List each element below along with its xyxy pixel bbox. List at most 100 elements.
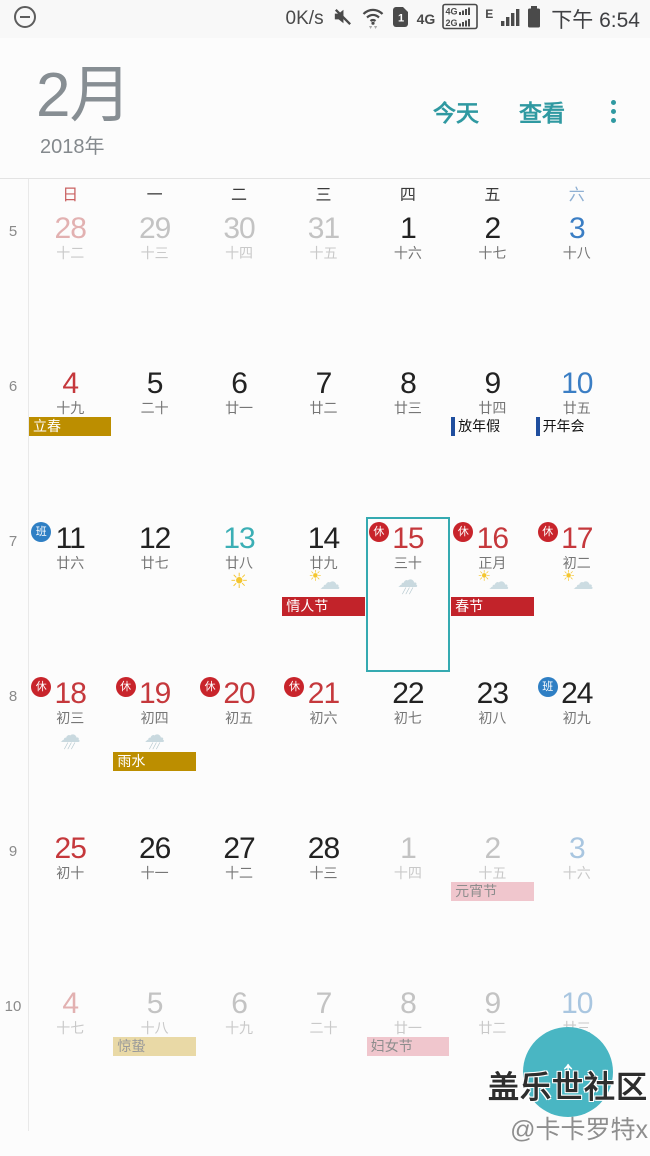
day-cell[interactable]: 休 21 初六	[281, 672, 365, 827]
date-number: 28	[307, 832, 340, 865]
date-number: 9	[484, 987, 502, 1020]
day-cell[interactable]: 25 初十	[28, 827, 112, 982]
lunar-label: 初九	[562, 710, 591, 726]
day-cell[interactable]: 8 廿三	[366, 362, 450, 517]
day-cell[interactable]: 10 廿五 开年会	[535, 362, 619, 517]
date-number: 26	[138, 832, 171, 865]
date-number: 5	[146, 367, 164, 400]
day-cell[interactable]: 3 十八	[535, 207, 619, 362]
view-button[interactable]: 查看	[519, 100, 565, 126]
day-cell[interactable]: 3 十六	[535, 827, 619, 982]
partly-cloudy-icon	[558, 571, 596, 597]
date-number: 30	[223, 212, 255, 245]
day-cell[interactable]: 9 廿二	[450, 982, 534, 1137]
event-bar[interactable]: 开年会	[535, 417, 618, 436]
rest-day-badge: 休	[31, 677, 52, 697]
lunar-label: 初七	[393, 710, 422, 726]
day-cell[interactable]: 5 十八 惊蛰	[112, 982, 196, 1137]
lunar-label: 十七	[56, 1020, 85, 1036]
day-cell[interactable]: 27 十二	[197, 827, 281, 982]
today-button[interactable]: 今天	[433, 100, 479, 126]
day-cell[interactable]: 4 十九 立春	[28, 362, 112, 517]
lunar-label: 十一	[140, 865, 169, 881]
day-cell[interactable]: 13 廿八	[197, 517, 281, 672]
more-options-icon[interactable]	[605, 98, 622, 125]
day-cell[interactable]: 班 11 廿六	[28, 517, 112, 672]
date-number: 16	[476, 522, 509, 555]
week-number: 5	[8, 223, 18, 240]
event-bar[interactable]: 雨水	[113, 752, 196, 771]
day-cell[interactable]: 7 二十	[281, 982, 365, 1137]
day-cell[interactable]: 9 廿四 放年假	[450, 362, 534, 517]
day-cell[interactable]: 8 廿一 妇女节	[366, 982, 450, 1137]
partly-cloudy-icon	[473, 571, 511, 597]
day-cell[interactable]: 26 十一	[112, 827, 196, 982]
date-number: 20	[223, 677, 255, 710]
rest-day-badge: 休	[453, 522, 474, 542]
day-cell[interactable]: 6 廿一	[197, 362, 281, 517]
day-cell[interactable]: 休 19 初四 雨水	[112, 672, 196, 827]
day-cell[interactable]: 2 十七	[450, 207, 534, 362]
event-bar[interactable]: 春节	[451, 597, 534, 616]
event-bar[interactable]: 放年假	[451, 417, 533, 436]
day-cell[interactable]: 31 十五	[281, 207, 365, 362]
day-cell[interactable]: 4 十七	[28, 982, 112, 1137]
event-bar[interactable]: 情人节	[282, 597, 365, 616]
event-bar[interactable]: 惊蛰	[113, 1037, 196, 1056]
day-cell[interactable]: 班 24 初九	[535, 672, 619, 827]
date-number: 1	[400, 212, 417, 245]
week-row: 28 十二 29 十三 30 十四 31 十五 1 十六 2 十七 3 十八	[28, 207, 619, 362]
day-cell[interactable]: 23 初八	[450, 672, 534, 827]
day-cell[interactable]: 22 初七	[366, 672, 450, 827]
week-row: 班11廿六12廿七13廿八14廿九情人节休15三十休16正月春节休17初二	[28, 517, 619, 672]
dow-wednesday: 三	[315, 187, 332, 204]
date-number: 4	[62, 987, 79, 1020]
calendar-header: 2月 2018年 今天 查看	[0, 38, 650, 178]
day-cell[interactable]: 1 十四	[366, 827, 450, 982]
date-number: 12	[138, 522, 171, 555]
day-cell[interactable]: 5 二十	[112, 362, 196, 517]
date-number: 6	[231, 987, 248, 1020]
date-number: 8	[400, 367, 417, 400]
lunar-label: 廿一	[393, 1020, 422, 1036]
date-number: 5	[146, 987, 164, 1020]
day-cell[interactable]: 30 十四	[197, 207, 281, 362]
date-number: 6	[231, 367, 248, 400]
lunar-label: 十三	[309, 865, 338, 881]
day-cell[interactable]: 6 十九	[197, 982, 281, 1137]
lunar-label: 十二	[56, 245, 85, 261]
network-type-label: 4G	[416, 11, 436, 27]
event-bar[interactable]: 妇女节	[366, 1037, 450, 1056]
day-cell[interactable]: 休 16 正月 春节	[450, 517, 534, 672]
date-number: 4	[62, 367, 79, 400]
day-cell[interactable]: 1 十六	[366, 207, 450, 362]
wifi-icon	[361, 4, 385, 35]
day-cell[interactable]: 12 廿七	[112, 517, 196, 672]
day-cell[interactable]: 28 十三	[281, 827, 365, 982]
week-number: 8	[8, 688, 18, 705]
event-bar[interactable]: 立春	[29, 417, 112, 436]
day-cell[interactable]: 2 十五 元宵节	[450, 827, 534, 982]
battery-icon	[527, 5, 541, 34]
day-cell[interactable]: 休 20 初五	[197, 672, 281, 827]
day-cell-selected[interactable]: 休 15 三十	[365, 517, 451, 672]
rest-day-badge: 休	[368, 522, 389, 542]
day-cell[interactable]: 7 廿二	[281, 362, 365, 517]
day-cell[interactable]: 14 廿九 情人节	[281, 517, 365, 672]
day-cell[interactable]: 休 17 初二	[535, 517, 619, 672]
lunar-label: 十四	[225, 245, 254, 261]
event-bar[interactable]: 元宵节	[451, 882, 534, 901]
day-cell[interactable]: 28 十二	[28, 207, 112, 362]
lunar-label: 初三	[56, 710, 85, 726]
lunar-label: 二十	[140, 400, 169, 416]
rainy-icon	[389, 571, 427, 597]
lunar-label: 十三	[140, 245, 169, 261]
scroll-up-fab-button[interactable]: ↑	[523, 1027, 613, 1117]
week-row: 休 18 初三休 19 初四 雨水休 20 初五休 21 初六 22 初七 23 初八班 24 初九	[28, 672, 619, 827]
day-cell[interactable]: 29 十三	[112, 207, 196, 362]
month-calendar: 日 一 二 三 四 五 六 28 十二 29 十三 30 十四 31 十五 1 十六 2 十七 3 十八 4…	[0, 178, 650, 1137]
date-number: 28	[54, 212, 87, 245]
day-cell[interactable]: 休 18 初三	[28, 672, 112, 827]
date-number: 11	[55, 522, 86, 555]
date-number: 2	[484, 832, 502, 865]
